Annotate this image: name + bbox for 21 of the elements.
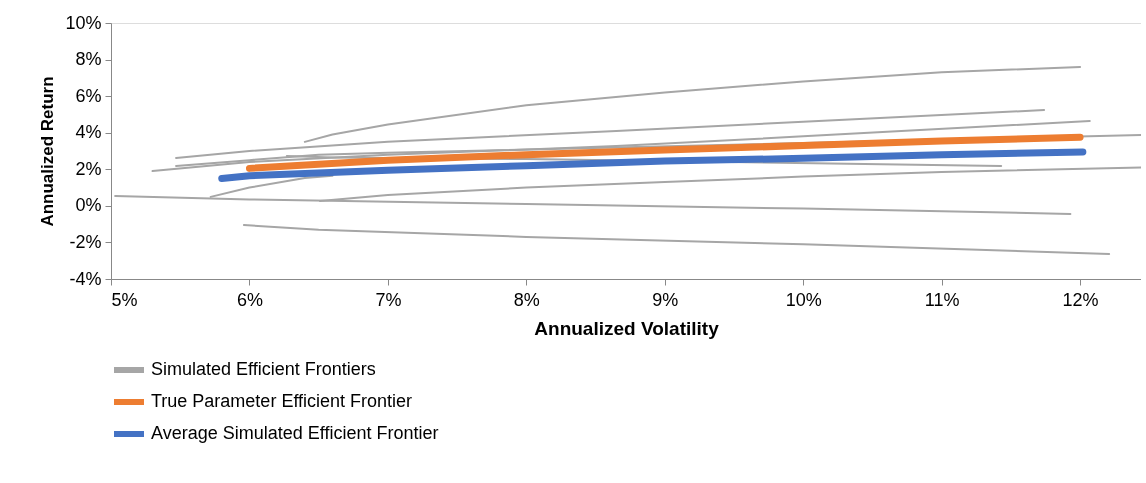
x-tick-label: 6% [236, 289, 263, 310]
x-tick-label: 10% [785, 289, 822, 310]
y-tick-label: 8% [75, 49, 102, 70]
y-tick-label: 0% [75, 195, 102, 216]
y-axis-title: Annualized Return [38, 76, 58, 227]
x-tick-label: 7% [375, 289, 402, 310]
y-tick-label: 10% [65, 12, 102, 33]
legend-label: Average Simulated Efficient Frontier [151, 423, 439, 443]
y-tick-label: -4% [69, 268, 102, 289]
x-tick-label: 9% [652, 289, 679, 310]
legend-label: True Parameter Efficient Frontier [151, 391, 413, 411]
x-tick-label: 5% [111, 289, 138, 310]
y-tick-label: 2% [75, 158, 102, 179]
x-tick-label: 11% [924, 289, 960, 310]
legend-label: Simulated Efficient Frontiers [151, 359, 376, 379]
x-tick-label: 8% [513, 289, 540, 310]
y-tick-label: 4% [75, 122, 102, 143]
x-tick-label: 12% [1062, 289, 1099, 310]
x-axis-title: Annualized Volatility [534, 317, 720, 339]
y-tick-label: -2% [69, 231, 102, 252]
y-tick-label: 6% [75, 85, 102, 106]
